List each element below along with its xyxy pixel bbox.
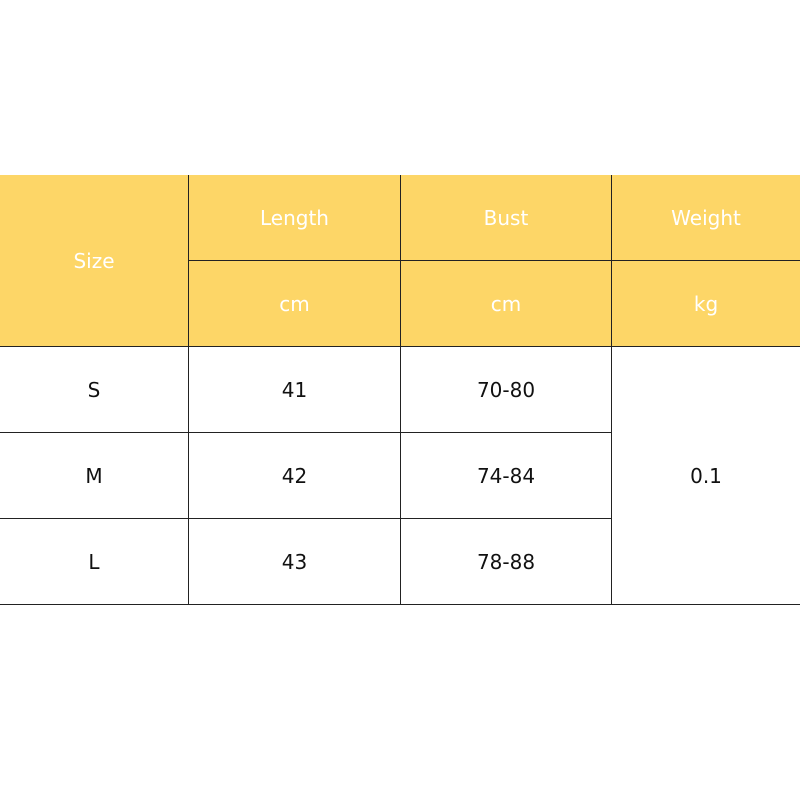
unit-cell: cm (401, 261, 612, 347)
data-cell-text: S (87, 377, 101, 402)
unit-cell: kg (612, 261, 800, 347)
header-cell: Length (189, 175, 401, 261)
header-cell: Size (0, 175, 189, 347)
header-cell-text: Length (260, 205, 329, 230)
weight-cell-text: 0.1 (690, 463, 722, 488)
data-cell: M (0, 433, 189, 519)
unit-cell-text: kg (693, 291, 719, 316)
data-cell-text: L (88, 549, 100, 574)
data-cell-text: 41 (281, 377, 308, 402)
header-cell-text: Weight (671, 205, 741, 230)
header-cell-text: Bust (483, 205, 529, 230)
data-cell-text: 74-84 (476, 463, 536, 488)
data-cell: 70-80 (401, 347, 612, 433)
data-cell: 41 (189, 347, 401, 433)
data-cell-text: 78-88 (476, 549, 536, 574)
unit-cell-text: cm (490, 291, 522, 316)
data-cell-text: 70-80 (476, 377, 536, 402)
weight-cell: 0.1 (612, 347, 800, 605)
data-cell: L (0, 519, 189, 605)
header-cell: Weight (612, 175, 800, 261)
header-cell-text: Size (73, 248, 115, 273)
data-cell-text: 42 (281, 463, 308, 488)
data-cell: 78-88 (401, 519, 612, 605)
unit-cell-text: cm (279, 291, 310, 316)
data-cell-text: 43 (281, 549, 308, 574)
unit-cell: cm (189, 261, 401, 347)
header-cell: Bust (401, 175, 612, 261)
data-cell: 42 (189, 433, 401, 519)
data-cell: 43 (189, 519, 401, 605)
data-cell-text: M (85, 463, 103, 488)
data-cell: S (0, 347, 189, 433)
data-cell: 74-84 (401, 433, 612, 519)
